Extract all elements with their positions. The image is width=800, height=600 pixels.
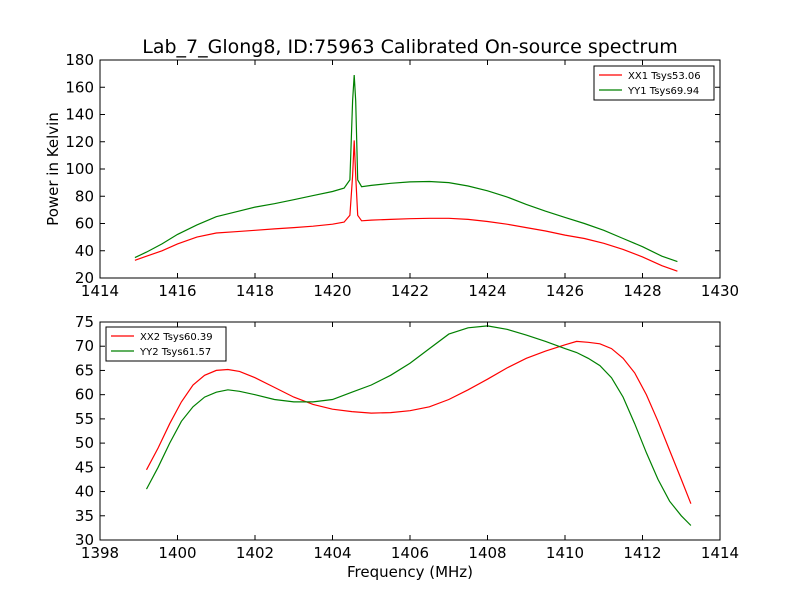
y-tick-label: 160 (65, 78, 94, 96)
y-tick-label: 100 (65, 160, 94, 178)
x-tick-label: 1428 (623, 282, 661, 300)
y-tick-label: 50 (75, 434, 94, 452)
y-tick-label: 180 (65, 51, 94, 69)
x-tick-label: 1426 (546, 282, 584, 300)
x-tick-label: 1408 (468, 544, 506, 562)
top-chart-panel: 1414 1416 1418 1420 1422 1424 1426 1428 1430 20 40… (44, 51, 739, 300)
y-tick-label: 70 (75, 337, 94, 355)
x-tick-label: 1412 (623, 544, 661, 562)
series-line-2-1 (145, 340, 692, 504)
series-line-2-2 (145, 325, 692, 526)
x-tick-label: 1400 (158, 544, 196, 562)
legend-box (105, 326, 227, 362)
x-tick-label: 1422 (391, 282, 429, 300)
x-tick-label: 1430 (701, 282, 739, 300)
x-tick-label: 1398 (81, 544, 119, 562)
x-tick-label: 1414 (701, 544, 739, 562)
y-tick-label: 40 (75, 483, 94, 501)
series-line-1-2 (134, 74, 678, 263)
x-tick-label: 1402 (236, 544, 274, 562)
y-axis-label: Power in Kelvin (44, 112, 62, 226)
figure-title: Lab_7_Glong8, ID:75963 Calibrated On-sou… (142, 36, 678, 58)
y-tick-label: 65 (75, 361, 94, 379)
x-axis-label: Frequency (MHz) (347, 563, 473, 581)
x-tick-label: 1410 (546, 544, 584, 562)
legend-label: YY2 Tsys61.57 (139, 347, 211, 358)
y-tick-label: 60 (75, 386, 94, 404)
y-tick-label: 40 (75, 242, 94, 260)
x-tick-label: 1424 (468, 282, 506, 300)
y-tick-label: 80 (75, 187, 94, 205)
bottom-chart-panel: 1398 1400 1402 1404 1406 1408 1410 1412 1414 30 35… (75, 313, 739, 581)
legend-box (593, 65, 715, 101)
y-tick-label: 75 (75, 313, 94, 331)
y-tick-label: 30 (75, 531, 94, 549)
y-tick-label: 120 (65, 133, 94, 151)
legend-label: YY1 Tsys69.94 (627, 86, 699, 97)
series-line-1-1 (134, 140, 678, 272)
y-tick-label: 35 (75, 507, 94, 525)
y-tick-label: 20 (75, 269, 94, 287)
y-tick-label: 55 (75, 410, 94, 428)
legend-label: XX1 Tsys53.06 (628, 71, 701, 82)
x-tick-label: 1414 (81, 282, 119, 300)
x-tick-label: 1406 (391, 544, 429, 562)
y-tick-label: 140 (65, 106, 94, 124)
x-tick-label: 1418 (236, 282, 274, 300)
y-tick-label: 60 (75, 215, 94, 233)
y-tick-label: 45 (75, 458, 94, 476)
legend-label: XX2 Tsys60.39 (140, 332, 213, 343)
x-tick-label: 1404 (313, 544, 351, 562)
x-tick-label: 1420 (313, 282, 351, 300)
x-tick-label: 1416 (158, 282, 196, 300)
